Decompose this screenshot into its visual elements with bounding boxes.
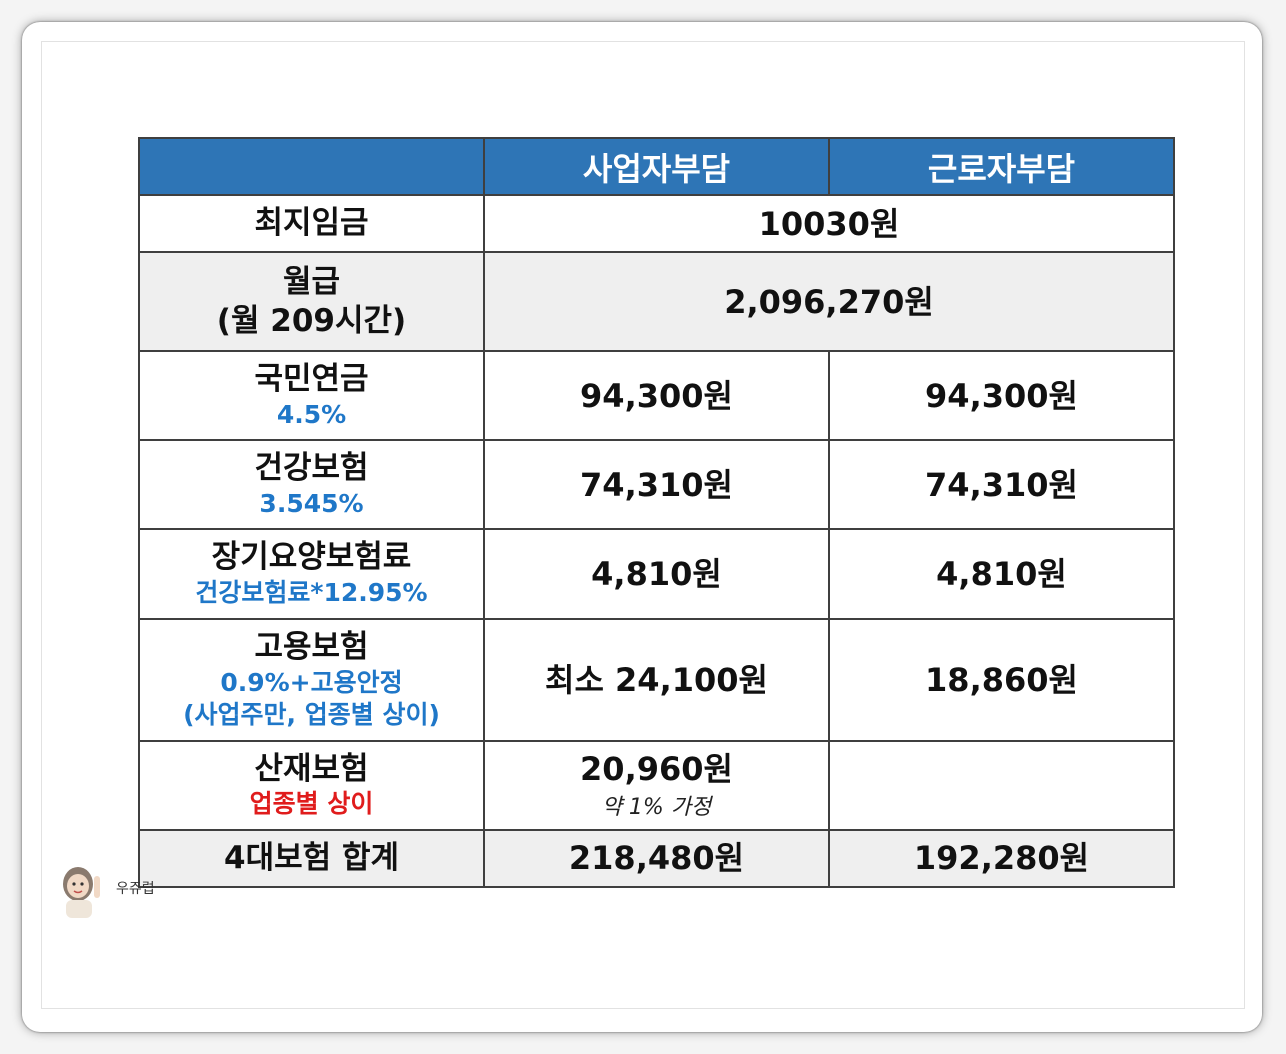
value-text: 94,300원: [925, 376, 1078, 415]
row-label-text: 장기요양보험료: [211, 539, 412, 576]
insurance-table: 사업자부담 근로자부담 최지임금 10030원 월급 (월 209시간) 2,0…: [138, 136, 1175, 889]
value-text: 74,310원: [580, 465, 733, 504]
value-text: 18,860원: [925, 660, 1078, 699]
value-text: 10030원: [758, 204, 900, 243]
row-note-text: (사업주만, 업종별 상이): [183, 700, 440, 730]
table-row-national-pension: 국민연금 4.5% 94,300원 94,300원: [138, 350, 1175, 442]
table-row-min-wage: 최지임금 10030원: [138, 194, 1175, 254]
value-text: 192,280원: [913, 839, 1090, 878]
worker-cell: 74,310원: [828, 439, 1175, 531]
row-label-text: 산재보험: [254, 750, 369, 787]
assumption-note: 약 1% 가정: [601, 795, 712, 821]
header-employer: 사업자부담: [483, 136, 830, 197]
row-rate-text: 업종별 상이: [249, 789, 374, 819]
employer-cell: 94,300원: [483, 350, 830, 442]
value-text: 218,480원: [568, 839, 745, 878]
worker-cell: 4,810원: [828, 528, 1175, 620]
table-row-long-term-care: 장기요양보험료 건강보험료*12.95% 4,810원 4,810원: [138, 528, 1175, 620]
worker-cell: [828, 739, 1175, 831]
header-cell-empty: [138, 136, 485, 197]
table-row-employment-insurance: 고용보험 0.9%+고용안정 (사업주만, 업종별 상이) 최소 24,100원…: [138, 617, 1175, 742]
value-text: 74,310원: [925, 465, 1078, 504]
employer-cell: 4,810원: [483, 528, 830, 620]
row-label-text: 4대보험 합계: [224, 840, 399, 877]
row-rate-text: 4.5%: [276, 399, 347, 429]
watermark: 우쥬럽: [58, 862, 178, 918]
table-row-health-insurance: 건강보험 3.545% 74,310원 74,310원: [138, 439, 1175, 531]
row-rate-text: 3.545%: [259, 489, 364, 519]
avatar-icon: [63, 867, 100, 918]
header-row: 사업자부담 근로자부담: [138, 136, 1175, 197]
row-label: 고용보험 0.9%+고용안정 (사업주만, 업종별 상이): [138, 617, 485, 742]
employer-cell: 20,960원 약 1% 가정: [483, 739, 830, 831]
merged-value-cell: 2,096,270원: [483, 251, 1175, 353]
row-label: 4대보험 합계: [138, 828, 485, 889]
worker-cell: 94,300원: [828, 350, 1175, 442]
employer-cell: 74,310원: [483, 439, 830, 531]
value-text: 최소 24,100원: [545, 660, 768, 699]
row-label-text: 고용보험: [254, 628, 369, 665]
row-label: 국민연금 4.5%: [138, 350, 485, 442]
employer-cell: 최소 24,100원: [483, 617, 830, 742]
row-rate-text: 건강보험료*12.95%: [195, 578, 428, 608]
value-text: 4,810원: [591, 555, 722, 594]
row-label-text: 최지임금: [254, 205, 369, 242]
watermark-text: 우쥬럽: [116, 881, 155, 897]
row-label: 건강보험 3.545%: [138, 439, 485, 531]
header-worker: 근로자부담: [828, 136, 1175, 197]
worker-cell: 192,280원: [828, 828, 1175, 889]
employer-cell: 218,480원: [483, 828, 830, 889]
row-label: 장기요양보험료 건강보험료*12.95%: [138, 528, 485, 620]
row-rate-text: 0.9%+고용안정: [220, 667, 403, 697]
row-label-text: 건강보험: [254, 450, 369, 487]
row-label-text: 월급: [282, 263, 341, 300]
worker-cell: 18,860원: [828, 617, 1175, 742]
row-label: 최지임금: [138, 194, 485, 254]
value-text: 20,960원: [580, 750, 733, 789]
row-label-text: 국민연금: [254, 361, 369, 398]
row-label-line2: (월 209시간): [216, 302, 407, 339]
table-row-industrial-accident: 산재보험 업종별 상이 20,960원 약 1% 가정: [138, 739, 1175, 831]
value-text: 94,300원: [580, 376, 733, 415]
value-text: 4,810원: [936, 555, 1067, 594]
table-row-monthly-wage: 월급 (월 209시간) 2,096,270원: [138, 251, 1175, 353]
merged-value-cell: 10030원: [483, 194, 1175, 254]
row-label: 월급 (월 209시간): [138, 251, 485, 353]
value-text: 2,096,270원: [724, 282, 934, 321]
table-row-total: 4대보험 합계 218,480원 192,280원: [138, 828, 1175, 889]
row-label: 산재보험 업종별 상이: [138, 739, 485, 831]
